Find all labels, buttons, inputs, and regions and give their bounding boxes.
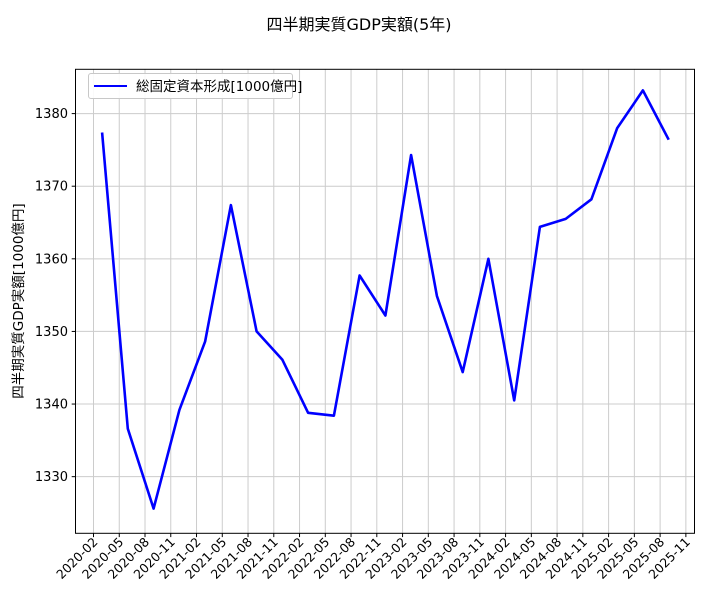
y-tick-label: 1360 [35, 252, 68, 267]
plot-border [75, 68, 695, 534]
y-axis-label: 四半期実質GDP実額[1000億円] [11, 203, 27, 399]
legend-box: 総固定資本形成[1000億円] [88, 73, 302, 99]
y-tick-label: 1370 [35, 180, 68, 195]
y-tick-label: 1330 [35, 470, 68, 485]
legend-entry-label: 総固定資本形成[1000億円] [136, 79, 303, 95]
legend-line-swatch [94, 85, 127, 87]
y-tick-label: 1340 [35, 398, 68, 413]
y-tick-label: 1380 [35, 107, 68, 122]
y-tick-label: 1350 [35, 325, 68, 340]
chart-title: 四半期実質GDP実額(5年) [266, 15, 452, 34]
data-series-line [100, 89, 670, 510]
